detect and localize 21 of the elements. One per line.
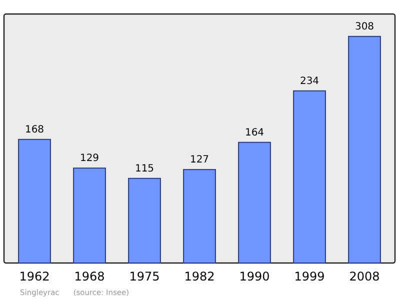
data-label: 234 <box>300 76 320 87</box>
data-label: 308 <box>354 21 374 32</box>
data-label: 129 <box>80 153 100 164</box>
bar <box>183 169 216 264</box>
x-tick-label: 1990 <box>239 270 270 284</box>
bar <box>128 178 161 264</box>
bar <box>293 90 326 264</box>
data-label: 168 <box>24 124 44 136</box>
data-label: 127 <box>190 154 210 166</box>
data-label: 115 <box>134 163 154 174</box>
bar <box>348 36 381 264</box>
bar <box>73 168 106 264</box>
x-tick-label: 1962 <box>19 270 50 284</box>
data-label: 164 <box>244 127 264 138</box>
x-tick-label: 1968 <box>74 270 105 284</box>
x-tick-label: 1975 <box>129 270 160 284</box>
x-tick-label: 1982 <box>184 270 215 284</box>
bar <box>18 138 51 264</box>
x-tick-label: 1999 <box>294 270 325 284</box>
bar <box>238 142 271 264</box>
x-tick-label: 2008 <box>349 270 380 284</box>
